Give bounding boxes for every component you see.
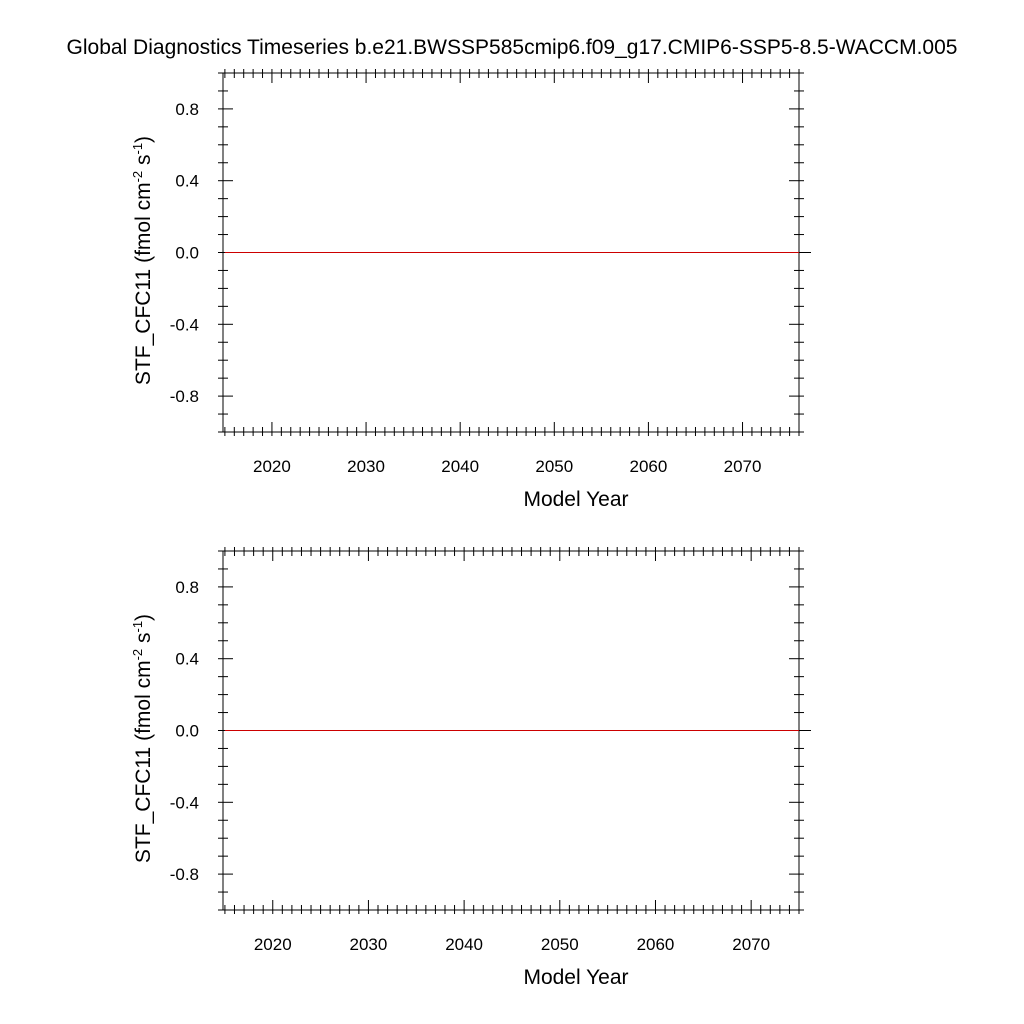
y-label-superscript: -2 (130, 649, 145, 661)
y-label-superscript: -1 (130, 143, 145, 155)
x-tick-label: 2030 (350, 935, 388, 954)
x-tick-label: 2040 (441, 457, 479, 476)
x-tick-label: 2070 (724, 457, 762, 476)
x-tick-label: 2020 (254, 935, 292, 954)
x-tick-label: 2050 (541, 935, 579, 954)
x-tick-label: 2070 (732, 935, 770, 954)
y-tick-label: 0.8 (175, 578, 199, 597)
y-tick-label: 0.4 (175, 172, 199, 191)
y-tick-label: -0.4 (170, 315, 199, 334)
y-axis-label: STF_CFC11 (fmol cm-2 s-1) (130, 614, 155, 863)
y-tick-label: 0.0 (175, 244, 199, 263)
y-label-text: STF_CFC11 (fmol cm (132, 660, 155, 863)
y-tick-label: -0.8 (170, 865, 199, 884)
page-title: Global Diagnostics Timeseries b.e21.BWSS… (66, 36, 958, 59)
y-axis-label: STF_CFC11 (fmol cm-2 s-1) (130, 136, 155, 385)
y-label-text: s (132, 633, 155, 649)
y-label-text: ) (132, 136, 155, 143)
x-tick-label: 2060 (637, 935, 675, 954)
y-tick-label: -0.8 (170, 387, 199, 406)
x-tick-label: 2020 (253, 457, 291, 476)
y-tick-label: -0.4 (170, 793, 199, 812)
y-label-text: ) (132, 614, 155, 621)
x-tick-label: 2050 (535, 457, 573, 476)
x-axis-label: Model Year (523, 966, 628, 989)
y-tick-label: 0.0 (175, 722, 199, 741)
y-label-superscript: -1 (130, 621, 145, 633)
x-tick-label: 2030 (347, 457, 385, 476)
y-label-text: STF_CFC11 (fmol cm (132, 182, 155, 385)
x-tick-label: 2060 (629, 457, 667, 476)
y-label-text: s (132, 155, 155, 171)
y-label-superscript: -2 (130, 171, 145, 183)
y-tick-label: 0.8 (175, 100, 199, 119)
x-tick-label: 2040 (445, 935, 483, 954)
chart-panel-top: 2020 2030 2040 2050 2060 2070 0.8 0.4 0.0 -0.4 -0.… (130, 69, 811, 511)
y-tick-label: 0.4 (175, 650, 199, 669)
chart-panel-bottom: 2020 2030 2040 2050 2060 2070 0.8 0.4 0.0 -0.4 -0.… (130, 547, 811, 989)
x-axis-label: Model Year (523, 488, 628, 511)
